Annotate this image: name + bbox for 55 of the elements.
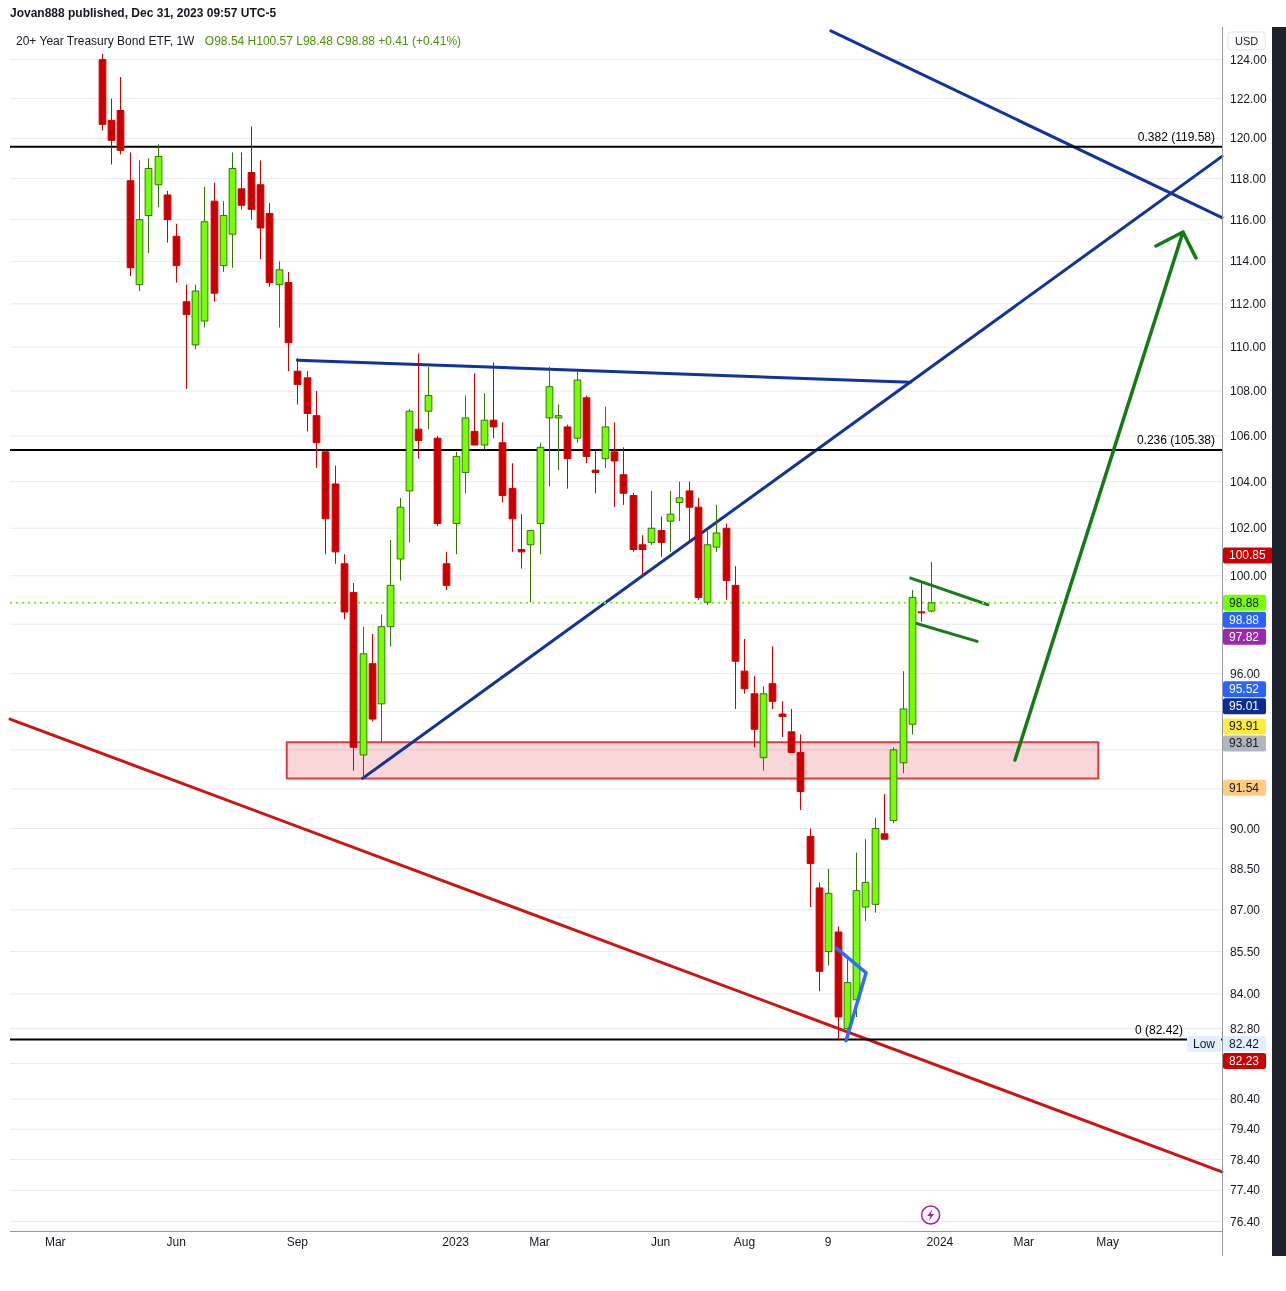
- x-tick-label: Aug: [733, 1235, 756, 1249]
- text: 82.42: [1229, 1037, 1260, 1052]
- y-tick-label: 118.00: [1230, 171, 1267, 186]
- x-tick-label: Sep: [286, 1235, 309, 1249]
- x-tick-label: Mar: [529, 1235, 550, 1249]
- text: O98.54 H100.57 L98.48 C98.88 +0.41 (+0.41%): [204, 34, 462, 48]
- y-tick-label: 84.00: [1230, 987, 1261, 1002]
- text: 98.88: [1229, 612, 1260, 627]
- ref-line-label: 0 (82.42): [1134, 1022, 1183, 1037]
- y-tick-label: 120.00: [1230, 131, 1268, 146]
- text: Jovan888 published, Dec 31, 2023 09:57 UTC-5: [10, 6, 277, 20]
- text: 93.91: [1229, 719, 1260, 734]
- y-tick-label: 122.00: [1230, 91, 1268, 106]
- y-tick-label: 96.00: [1230, 666, 1261, 681]
- y-tick-label: 82.80: [1230, 1021, 1261, 1036]
- y-tick-label: 76.40: [1230, 1214, 1261, 1229]
- y-tick-label: 124.00: [1230, 52, 1268, 67]
- x-tick-label: Jun: [650, 1235, 671, 1249]
- ref-line-label: 0.382 (119.58): [1137, 129, 1215, 144]
- y-tick-label: 90.00: [1230, 821, 1261, 836]
- x-tick-label: 2024: [926, 1235, 954, 1249]
- y-tick-label: 116.00: [1230, 212, 1267, 227]
- text: 20+ Year Treasury Bond ETF, 1W: [16, 34, 196, 48]
- y-tick-label: 102.00: [1230, 521, 1268, 536]
- x-tick-label: Jun: [166, 1235, 186, 1249]
- text: 100.85: [1229, 548, 1267, 563]
- y-tick-label: 88.50: [1230, 861, 1261, 876]
- y-tick-label: 77.40: [1230, 1183, 1261, 1198]
- text: 98.88: [1229, 595, 1260, 610]
- text: 95.52: [1229, 682, 1260, 697]
- y-tick-label: 110.00: [1230, 340, 1267, 355]
- y-tick-label: 104.00: [1230, 474, 1268, 489]
- y-tick-label: 112.00: [1230, 296, 1267, 311]
- text: 93.81: [1229, 736, 1260, 751]
- x-tick-label: 9: [824, 1235, 832, 1249]
- y-tick-label: 78.40: [1230, 1152, 1261, 1167]
- text: 97.82: [1229, 629, 1260, 644]
- y-tick-label: 114.00: [1230, 254, 1267, 269]
- x-tick-label: 2023: [442, 1235, 470, 1249]
- x-tick-label: Mar: [1013, 1235, 1035, 1249]
- text: 91.54: [1229, 780, 1260, 795]
- annotation: Low: [1192, 1037, 1216, 1052]
- y-tick-label: 106.00: [1230, 428, 1268, 443]
- y-tick-label: 100.00: [1230, 568, 1268, 583]
- y-tick-label: 79.40: [1230, 1122, 1261, 1137]
- y-tick-label: 80.40: [1230, 1092, 1261, 1107]
- x-tick-label: May: [1096, 1235, 1119, 1249]
- text: USD: [1235, 35, 1259, 47]
- text: 95.01: [1229, 699, 1260, 714]
- y-tick-label: 87.00: [1230, 902, 1261, 917]
- ref-line-label: 0.236 (105.38): [1136, 433, 1215, 448]
- y-tick-label: 85.50: [1230, 944, 1261, 959]
- x-tick-label: Mar: [44, 1235, 66, 1249]
- y-tick-label: 108.00: [1230, 384, 1268, 399]
- text: 82.23: [1229, 1054, 1260, 1069]
